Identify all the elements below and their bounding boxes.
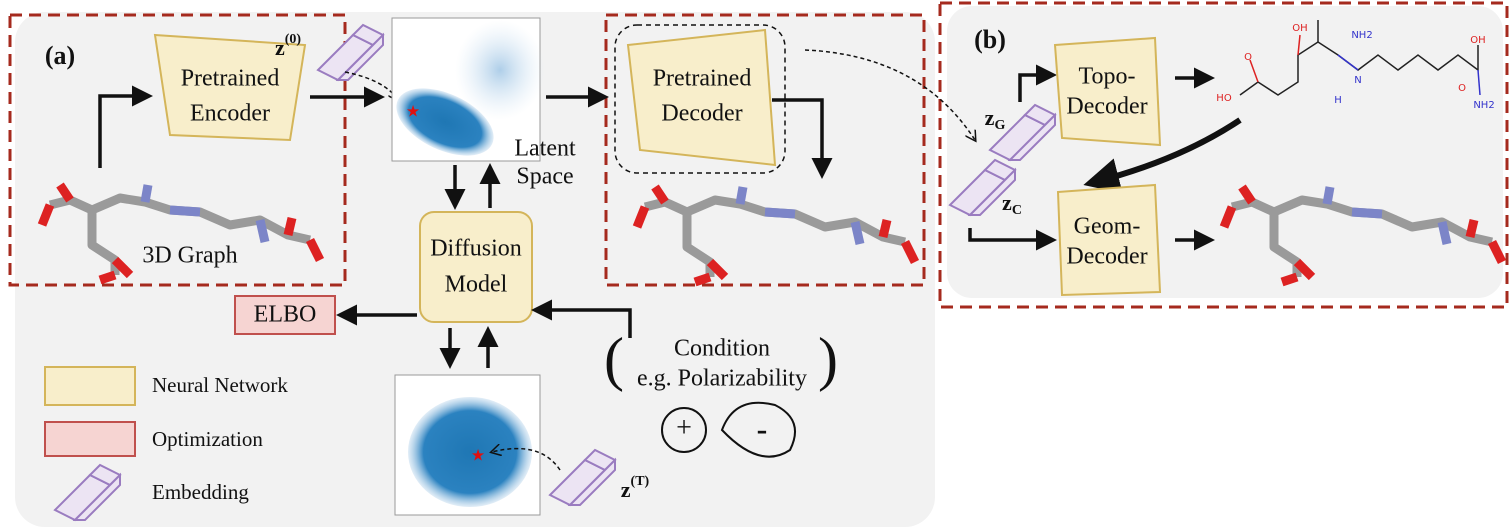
- z-sub: C: [1012, 203, 1022, 218]
- legend-swatch: [45, 422, 135, 456]
- atom-label: O: [1458, 83, 1466, 94]
- plus-label: +: [676, 412, 692, 443]
- geom-shape: [1058, 185, 1160, 295]
- panel-b-bg: [947, 6, 1503, 298]
- z-base: z: [1002, 190, 1012, 215]
- latent-label: Space: [516, 164, 573, 190]
- atom-label: O: [1244, 52, 1252, 63]
- diffusion-label: Model: [445, 272, 508, 298]
- decoder-shape: [628, 30, 775, 165]
- z-sup: (0): [285, 32, 302, 47]
- legend-swatch: [45, 367, 135, 405]
- diffusion-label: Diffusion: [430, 236, 522, 262]
- paren: ): [818, 326, 838, 392]
- panel-label: (a): [45, 41, 75, 70]
- geom-label: Geom-: [1074, 214, 1141, 240]
- minus-label: -: [757, 410, 768, 446]
- latent-label: Latent: [514, 136, 576, 162]
- topo-label: Topo-: [1079, 64, 1136, 90]
- graph-label: 3D Graph: [142, 243, 237, 269]
- atom-label: H: [1334, 95, 1342, 106]
- topo-shape: [1055, 38, 1160, 145]
- atom-label: N: [1354, 75, 1361, 86]
- panel-label: (b): [974, 25, 1006, 54]
- legend-label: Optimization: [152, 427, 263, 451]
- atom-label: NH2: [1473, 100, 1494, 111]
- diagram: (a) Pretrained Encoder z(0) ★ Latent Spa…: [0, 0, 1511, 532]
- legend-label: Neural Network: [152, 373, 288, 397]
- paren: (: [604, 326, 624, 392]
- geom-label: Decoder: [1066, 244, 1147, 270]
- decoder-label: Decoder: [661, 101, 742, 127]
- decoder-label: Pretrained: [653, 66, 752, 92]
- encoder-label: Encoder: [190, 101, 270, 127]
- legend-label: Embedding: [152, 480, 249, 504]
- elbo-label: ELBO: [254, 302, 317, 328]
- star: ★: [471, 448, 485, 465]
- atom-label: NH2: [1351, 30, 1372, 41]
- encoder-label: Pretrained: [181, 66, 280, 92]
- condition-label: Condition: [674, 336, 770, 362]
- page: (a) Pretrained Encoder z(0) ★ Latent Spa…: [0, 0, 1511, 532]
- z-base: z: [985, 105, 995, 130]
- topo-label: Decoder: [1066, 94, 1147, 120]
- star: ★: [406, 104, 420, 121]
- z-sub: G: [994, 118, 1005, 133]
- atom-label: OH: [1470, 35, 1485, 46]
- atom-label: OH: [1292, 23, 1307, 34]
- z-base: z: [621, 477, 631, 502]
- condition-label: e.g. Polarizability: [637, 366, 807, 392]
- z-sup: (T): [631, 474, 650, 489]
- diffusion-box: [420, 212, 532, 322]
- z-base: z: [275, 35, 285, 60]
- atom-label: HO: [1216, 93, 1232, 104]
